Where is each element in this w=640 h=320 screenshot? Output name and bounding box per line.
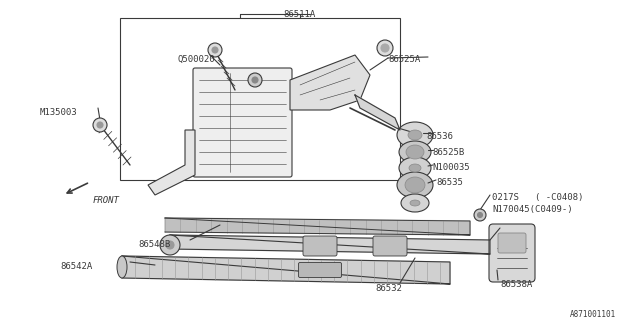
Ellipse shape [408,130,422,140]
Ellipse shape [117,256,127,278]
Ellipse shape [401,194,429,212]
Text: 86511A: 86511A [284,10,316,19]
Polygon shape [165,218,470,235]
Circle shape [248,73,262,87]
Text: 86542A: 86542A [60,262,92,271]
Polygon shape [170,235,490,254]
Circle shape [474,209,486,221]
Polygon shape [355,95,400,130]
Ellipse shape [410,200,420,206]
Ellipse shape [406,145,424,159]
Text: 86538A: 86538A [500,280,532,289]
Text: 86532: 86532 [375,284,402,293]
Circle shape [160,235,180,255]
Text: 86548B: 86548B [138,240,170,249]
Ellipse shape [409,164,421,172]
FancyBboxPatch shape [193,68,292,177]
Ellipse shape [399,141,431,163]
Circle shape [381,44,389,52]
Circle shape [377,40,393,56]
FancyBboxPatch shape [303,236,337,256]
Circle shape [166,241,174,249]
FancyBboxPatch shape [298,262,342,277]
Text: M135003: M135003 [40,108,77,117]
Text: N170045(C0409-): N170045(C0409-) [492,205,573,214]
FancyBboxPatch shape [489,224,535,282]
Circle shape [97,122,103,128]
Bar [120,18,400,180]
Polygon shape [290,55,370,110]
Text: FRONT: FRONT [93,196,120,205]
Circle shape [208,43,222,57]
Circle shape [93,118,107,132]
Text: 86536: 86536 [426,132,453,141]
FancyBboxPatch shape [498,233,526,253]
Ellipse shape [405,177,425,193]
Polygon shape [122,256,450,284]
FancyBboxPatch shape [373,236,407,256]
Text: N100035: N100035 [432,163,470,172]
Text: 86525A: 86525A [388,55,420,64]
Circle shape [477,212,483,218]
Circle shape [212,47,218,53]
Text: A871001101: A871001101 [570,310,616,319]
Text: 86525B: 86525B [432,148,464,157]
Polygon shape [148,130,195,195]
Text: Q500020: Q500020 [178,55,216,64]
Circle shape [252,77,258,83]
Ellipse shape [397,172,433,198]
Ellipse shape [397,122,433,148]
Ellipse shape [399,157,431,179]
Text: 86535: 86535 [436,178,463,187]
Text: 0217S   ( -C0408): 0217S ( -C0408) [492,193,584,202]
